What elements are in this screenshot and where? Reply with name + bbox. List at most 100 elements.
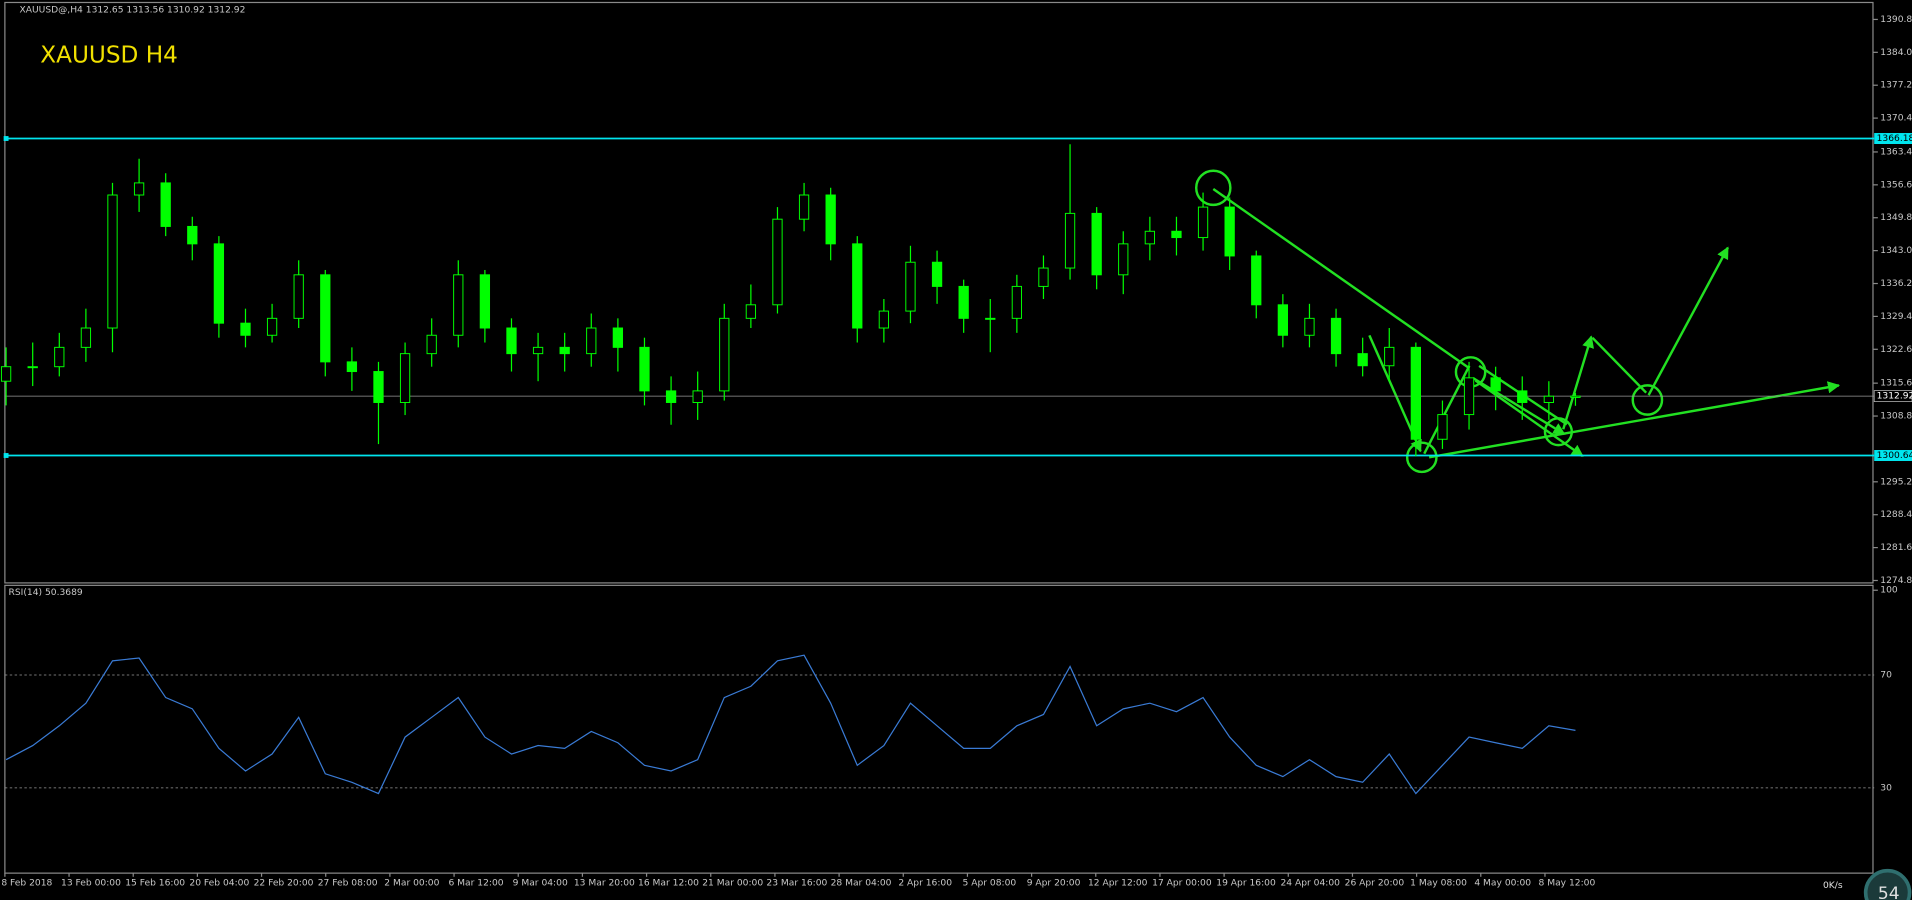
candle-body: [426, 334, 437, 355]
candle-body: [639, 346, 650, 392]
y-tick-label: 1390.80: [1880, 15, 1912, 25]
trend-line: [1562, 335, 1594, 430]
x-tick-label: 8 May 12:00: [1539, 878, 1596, 888]
y-tick-label: 1343.00: [1880, 246, 1912, 256]
y-tick-label: 1370.40: [1880, 114, 1912, 124]
x-tick-label: 9 Apr 20:00: [1027, 878, 1081, 888]
candle-body: [1118, 243, 1129, 276]
candle-body: [586, 327, 597, 355]
candle-body: [293, 274, 304, 319]
y-tick-label: 1336.20: [1880, 279, 1912, 289]
candle-body: [1277, 304, 1289, 336]
x-tick-label: 6 Mar 12:00: [448, 878, 503, 888]
candle-body: [1171, 230, 1182, 239]
trend-line: [1591, 336, 1648, 394]
candle-body: [54, 346, 65, 368]
candle-body: [1357, 353, 1368, 367]
y-tick-label: 1288.40: [1880, 510, 1912, 520]
candle-body: [852, 243, 863, 329]
price-badge-label: 1366.18: [1877, 134, 1912, 144]
rsi-pane: [4, 584, 1874, 874]
candle-body: [1304, 317, 1315, 336]
candle-body: [1463, 377, 1475, 416]
x-tick-label: 28 Mar 04:00: [831, 878, 892, 888]
x-tick-label: 5 Apr 08:00: [963, 878, 1017, 888]
candle-body: [1038, 267, 1049, 287]
candle-body: [80, 327, 92, 348]
candle-body: [692, 390, 703, 403]
y-tick-label: 1274.80: [1880, 576, 1912, 586]
candle-body: [160, 182, 171, 227]
price-badge: [1874, 133, 1912, 144]
x-tick-label: 16 Mar 12:00: [638, 878, 699, 888]
candle-body: [665, 390, 677, 403]
trend-line: [1647, 246, 1729, 396]
candle-body: [0, 366, 12, 382]
x-tick-label: 27 Feb 08:00: [318, 878, 378, 888]
y-tick-label: 1308.80: [1880, 412, 1912, 422]
circle-marker: [1405, 441, 1438, 474]
rsi-label: RSI(14) 50.3689: [9, 588, 83, 598]
x-tick-label: 22 Feb 20:00: [254, 878, 314, 888]
candle-body: [1570, 395, 1581, 398]
candle-body: [266, 317, 278, 336]
candle-body: [346, 361, 358, 373]
x-tick-label: 12 Apr 12:00: [1088, 878, 1148, 888]
candle-body: [1064, 212, 1076, 269]
y-tick-label: 1315.60: [1880, 379, 1912, 389]
y-tick-label: 1377.20: [1880, 81, 1912, 91]
x-tick-label: 13 Mar 20:00: [574, 878, 635, 888]
candle-body: [745, 304, 757, 319]
status-badge: [1863, 868, 1912, 900]
chart-title: XAUUSD H4: [40, 43, 178, 69]
x-tick-label: 4 May 00:00: [1474, 878, 1531, 888]
y-tick-label: 1295.20: [1880, 477, 1912, 487]
x-tick-label: 19 Apr 16:00: [1216, 878, 1276, 888]
candle-body: [1543, 395, 1554, 403]
candle-body: [1251, 255, 1262, 306]
x-tick-label: 13 Feb 00:00: [61, 878, 121, 888]
price-pane: [4, 1, 1874, 584]
y-tick-label: 1349.80: [1880, 213, 1912, 223]
candle-body: [187, 225, 198, 245]
candle-body: [825, 194, 836, 245]
candle-body: [213, 243, 225, 324]
rsi-tick-label: 100: [1880, 586, 1898, 596]
level-marker: [3, 453, 9, 458]
x-tick-label: 8 Feb 2018: [1, 878, 52, 888]
rsi-tick-label: 70: [1880, 670, 1892, 680]
candle-body: [719, 317, 730, 392]
candle-body: [1011, 285, 1023, 319]
badge-text: 54: [1878, 884, 1900, 900]
trend-line: [1212, 188, 1471, 370]
x-tick-label: 21 Mar 00:00: [702, 878, 763, 888]
trend-line: [1423, 365, 1471, 455]
candle-body: [772, 218, 783, 306]
circle-marker: [1631, 384, 1664, 416]
candle-body: [1410, 346, 1421, 440]
circle-marker: [1543, 417, 1574, 447]
candle-body: [612, 327, 624, 348]
level-marker: [3, 136, 9, 141]
x-tick-label: 24 Apr 04:00: [1280, 878, 1340, 888]
trend-line: [1428, 381, 1841, 459]
price-badge-label: 1300.64: [1877, 451, 1912, 461]
x-tick-label: 26 Apr 20:00: [1345, 878, 1405, 888]
candle-body: [1437, 414, 1448, 440]
rsi-tick-label: 30: [1880, 783, 1892, 793]
candle-body: [1091, 212, 1102, 276]
candle-body: [399, 353, 411, 403]
y-tick-label: 1384.00: [1880, 48, 1912, 58]
candle-body: [559, 346, 570, 355]
candle-body: [320, 274, 331, 363]
x-tick-label: 2 Apr 16:00: [898, 878, 952, 888]
price-badge-label: 1312.92: [1877, 392, 1912, 402]
trend-line: [1472, 377, 1566, 436]
x-tick-label: 17 Apr 00:00: [1152, 878, 1212, 888]
y-tick-label: 1281.60: [1880, 543, 1912, 553]
candle-body: [1517, 390, 1528, 403]
candle-body: [506, 327, 517, 355]
